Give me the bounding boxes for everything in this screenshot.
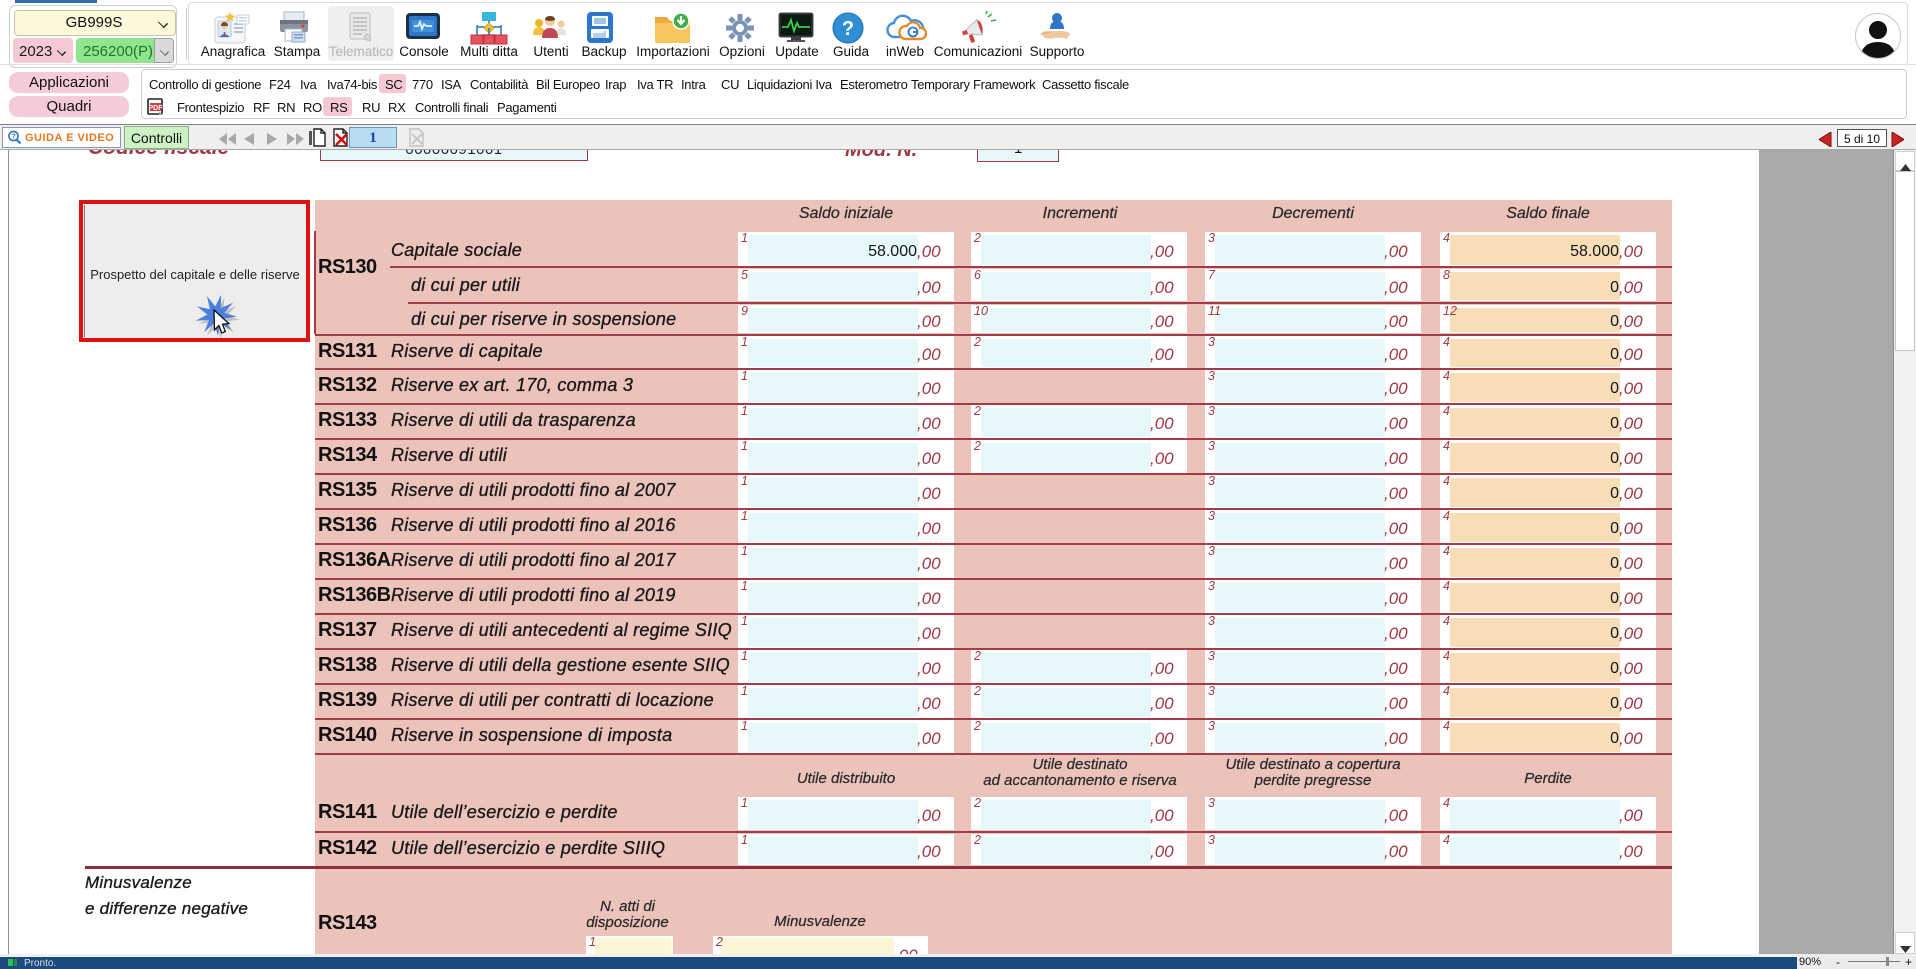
- svg-text:?: ?: [11, 132, 16, 141]
- svg-text:?: ?: [842, 18, 854, 40]
- svg-text:PDF: PDF: [149, 105, 164, 112]
